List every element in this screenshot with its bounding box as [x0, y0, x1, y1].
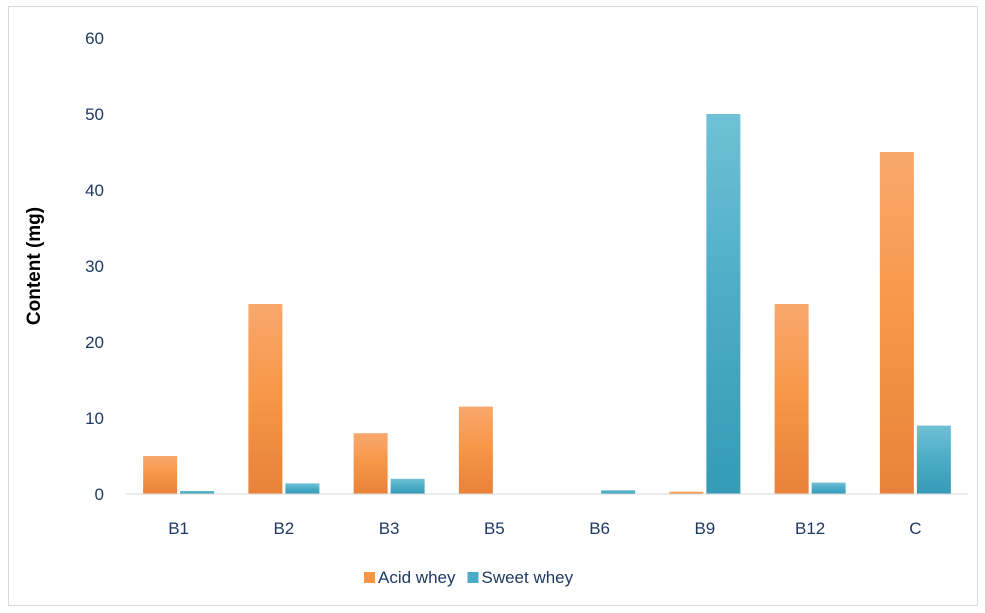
- x-tick-label: B12: [795, 519, 825, 538]
- bar-sweet-whey-b12: [811, 482, 846, 494]
- bar-acid-whey-b12: [774, 304, 809, 494]
- y-tick-label: 10: [85, 409, 104, 428]
- x-tick-label: C: [909, 519, 921, 538]
- x-tick-label: B6: [589, 519, 610, 538]
- y-tick-label: 20: [85, 333, 104, 352]
- bar-acid-whey-b5: [458, 406, 493, 494]
- legend: Acid whey Sweet whey: [364, 568, 574, 587]
- y-tick-label: 30: [85, 257, 104, 276]
- bar-acid-whey-b3: [353, 433, 388, 494]
- bars: [143, 114, 951, 494]
- bar-sweet-whey-b1: [180, 490, 215, 494]
- legend-label-sweet-whey: Sweet whey: [481, 568, 573, 587]
- bar-acid-whey-b9: [669, 491, 704, 494]
- x-tick-label: B5: [484, 519, 505, 538]
- y-tick-label: 40: [85, 181, 104, 200]
- y-axis-ticks: 0 10 20 30 40 50 60: [85, 29, 104, 504]
- bar-sweet-whey-c: [916, 425, 951, 494]
- x-tick-label: B2: [273, 519, 294, 538]
- legend-swatch-acid-whey: [364, 572, 375, 583]
- legend-label-acid-whey: Acid whey: [378, 568, 456, 587]
- chart-frame: [8, 6, 978, 606]
- y-tick-label: 60: [85, 29, 104, 48]
- y-axis-title: Content (mg): [24, 207, 45, 325]
- bar-sweet-whey-b2: [285, 483, 320, 494]
- bar-sweet-whey-b9: [706, 114, 741, 494]
- bar-acid-whey-c: [879, 152, 914, 494]
- x-tick-label: B1: [168, 519, 189, 538]
- legend-swatch-sweet-whey: [467, 572, 479, 583]
- x-tick-label: B3: [379, 519, 400, 538]
- bar-sweet-whey-b3: [390, 478, 425, 494]
- bar-acid-whey-b2: [248, 304, 283, 494]
- bar-acid-whey-b1: [143, 456, 178, 494]
- y-tick-label: 0: [95, 485, 104, 504]
- x-axis-ticks: B1 B2 B3 B5 B6 B9 B12 C: [168, 519, 921, 538]
- y-tick-label: 50: [85, 105, 104, 124]
- x-tick-label: B9: [694, 519, 715, 538]
- bar-sweet-whey-b6: [601, 490, 636, 494]
